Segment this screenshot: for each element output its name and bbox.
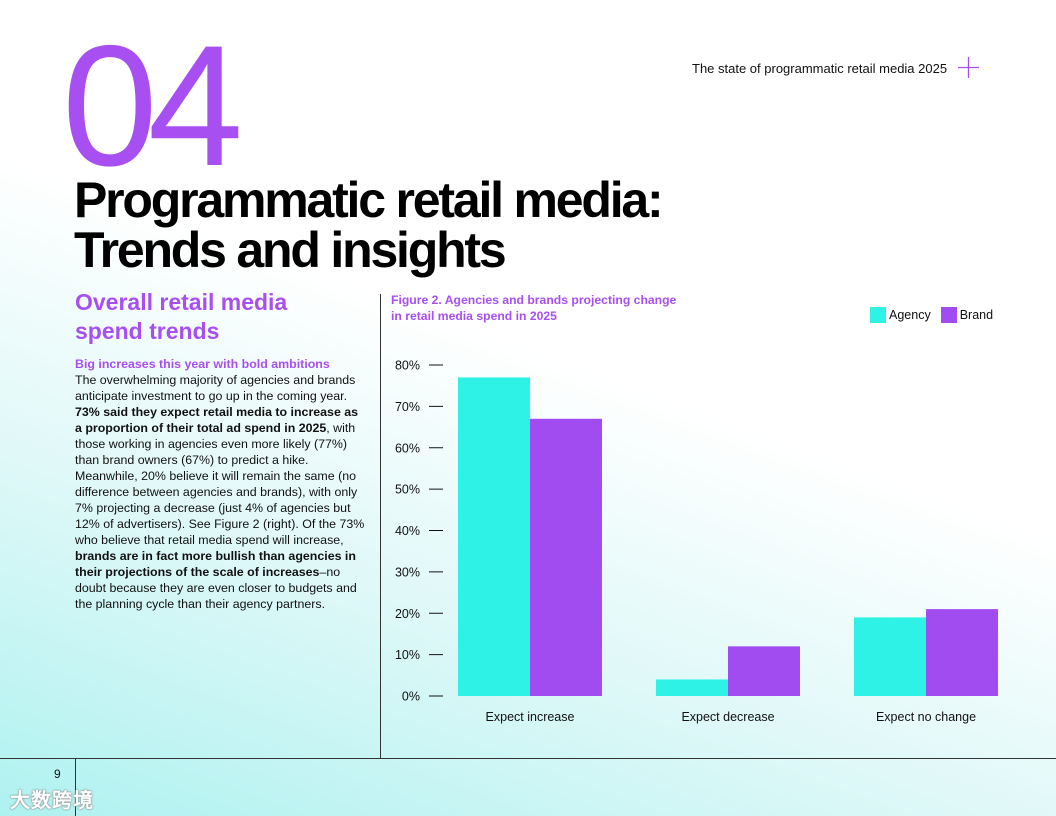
body-paragraph-part-3: –no doubt because they are even closer t… — [75, 565, 357, 611]
y-tick-label: 60% — [395, 441, 420, 455]
section-heading-line-2: spend trends — [75, 318, 220, 344]
body-paragraph-part-1: The overwhelming majority of agencies an… — [75, 373, 356, 403]
document-title: The state of programmatic retail media 2… — [692, 61, 948, 76]
x-category-label: Expect increase — [486, 710, 575, 724]
bar-brand-3 — [926, 609, 998, 696]
body-bold-1: 73% said they expect retail media to inc… — [75, 405, 359, 435]
legend-item-brand: Brand — [940, 307, 994, 323]
y-tick-label: 0% — [402, 690, 420, 704]
column-divider — [380, 294, 381, 759]
section-heading-line-1: Overall retail media — [75, 289, 288, 315]
y-tick-label: 80% — [395, 359, 420, 373]
figure-caption-line-2: in retail media spend in 2025 — [391, 309, 557, 323]
chart-legend: Agency Brand — [870, 307, 993, 323]
legend-label-agency: Agency — [889, 308, 931, 322]
figure-caption-line-1: Figure 2. Agencies and brands projecting… — [391, 293, 677, 307]
y-tick-label: 30% — [395, 565, 420, 579]
page-title-line-2: Trends and insights — [74, 222, 507, 278]
footer-rule — [0, 758, 1056, 759]
y-tick-label: 10% — [395, 648, 420, 662]
section-heading: Overall retail media spend trends — [75, 288, 365, 346]
x-category-label: Expect no change — [876, 710, 976, 724]
bar-brand-2 — [728, 646, 800, 696]
y-tick-label: 70% — [395, 400, 420, 414]
body-lead: Big increases this year with bold ambiti… — [75, 357, 330, 371]
bar-agency-1 — [458, 377, 530, 696]
y-tick-label: 50% — [395, 483, 420, 497]
y-tick-label: 40% — [395, 524, 420, 538]
legend-label-brand: Brand — [959, 308, 994, 322]
legend-item-agency: Agency — [870, 307, 931, 323]
page-title-line-1: Programmatic retail media: — [74, 172, 664, 228]
x-category-label: Expect decrease — [681, 710, 774, 724]
figure-caption: Figure 2. Agencies and brands projecting… — [391, 292, 701, 324]
footer-divider — [75, 758, 76, 816]
section-number: 04 — [62, 10, 243, 202]
y-tick-label: 20% — [395, 607, 420, 621]
body-bold-2: brands are in fact more bullish than age… — [75, 549, 356, 579]
body-text: Big increases this year with bold ambiti… — [75, 356, 365, 612]
bar-chart: 80% 70% 60% 50% 40% 30% 20% 10% 0% Expect increas… — [395, 359, 998, 724]
page-number: 9 — [54, 767, 61, 781]
legend-swatch-agency — [870, 307, 886, 323]
bar-brand-1 — [530, 418, 602, 696]
legend-swatch-brand — [940, 307, 957, 323]
watermark: 大数跨境 — [10, 790, 94, 812]
bar-agency-3 — [854, 617, 926, 696]
body-paragraph-part-2: , with those working in agencies even mo… — [75, 421, 365, 547]
plus-icon — [958, 57, 979, 78]
bar-agency-2 — [656, 679, 728, 696]
page-title: Programmatic retail media: Trends and in… — [74, 175, 714, 275]
